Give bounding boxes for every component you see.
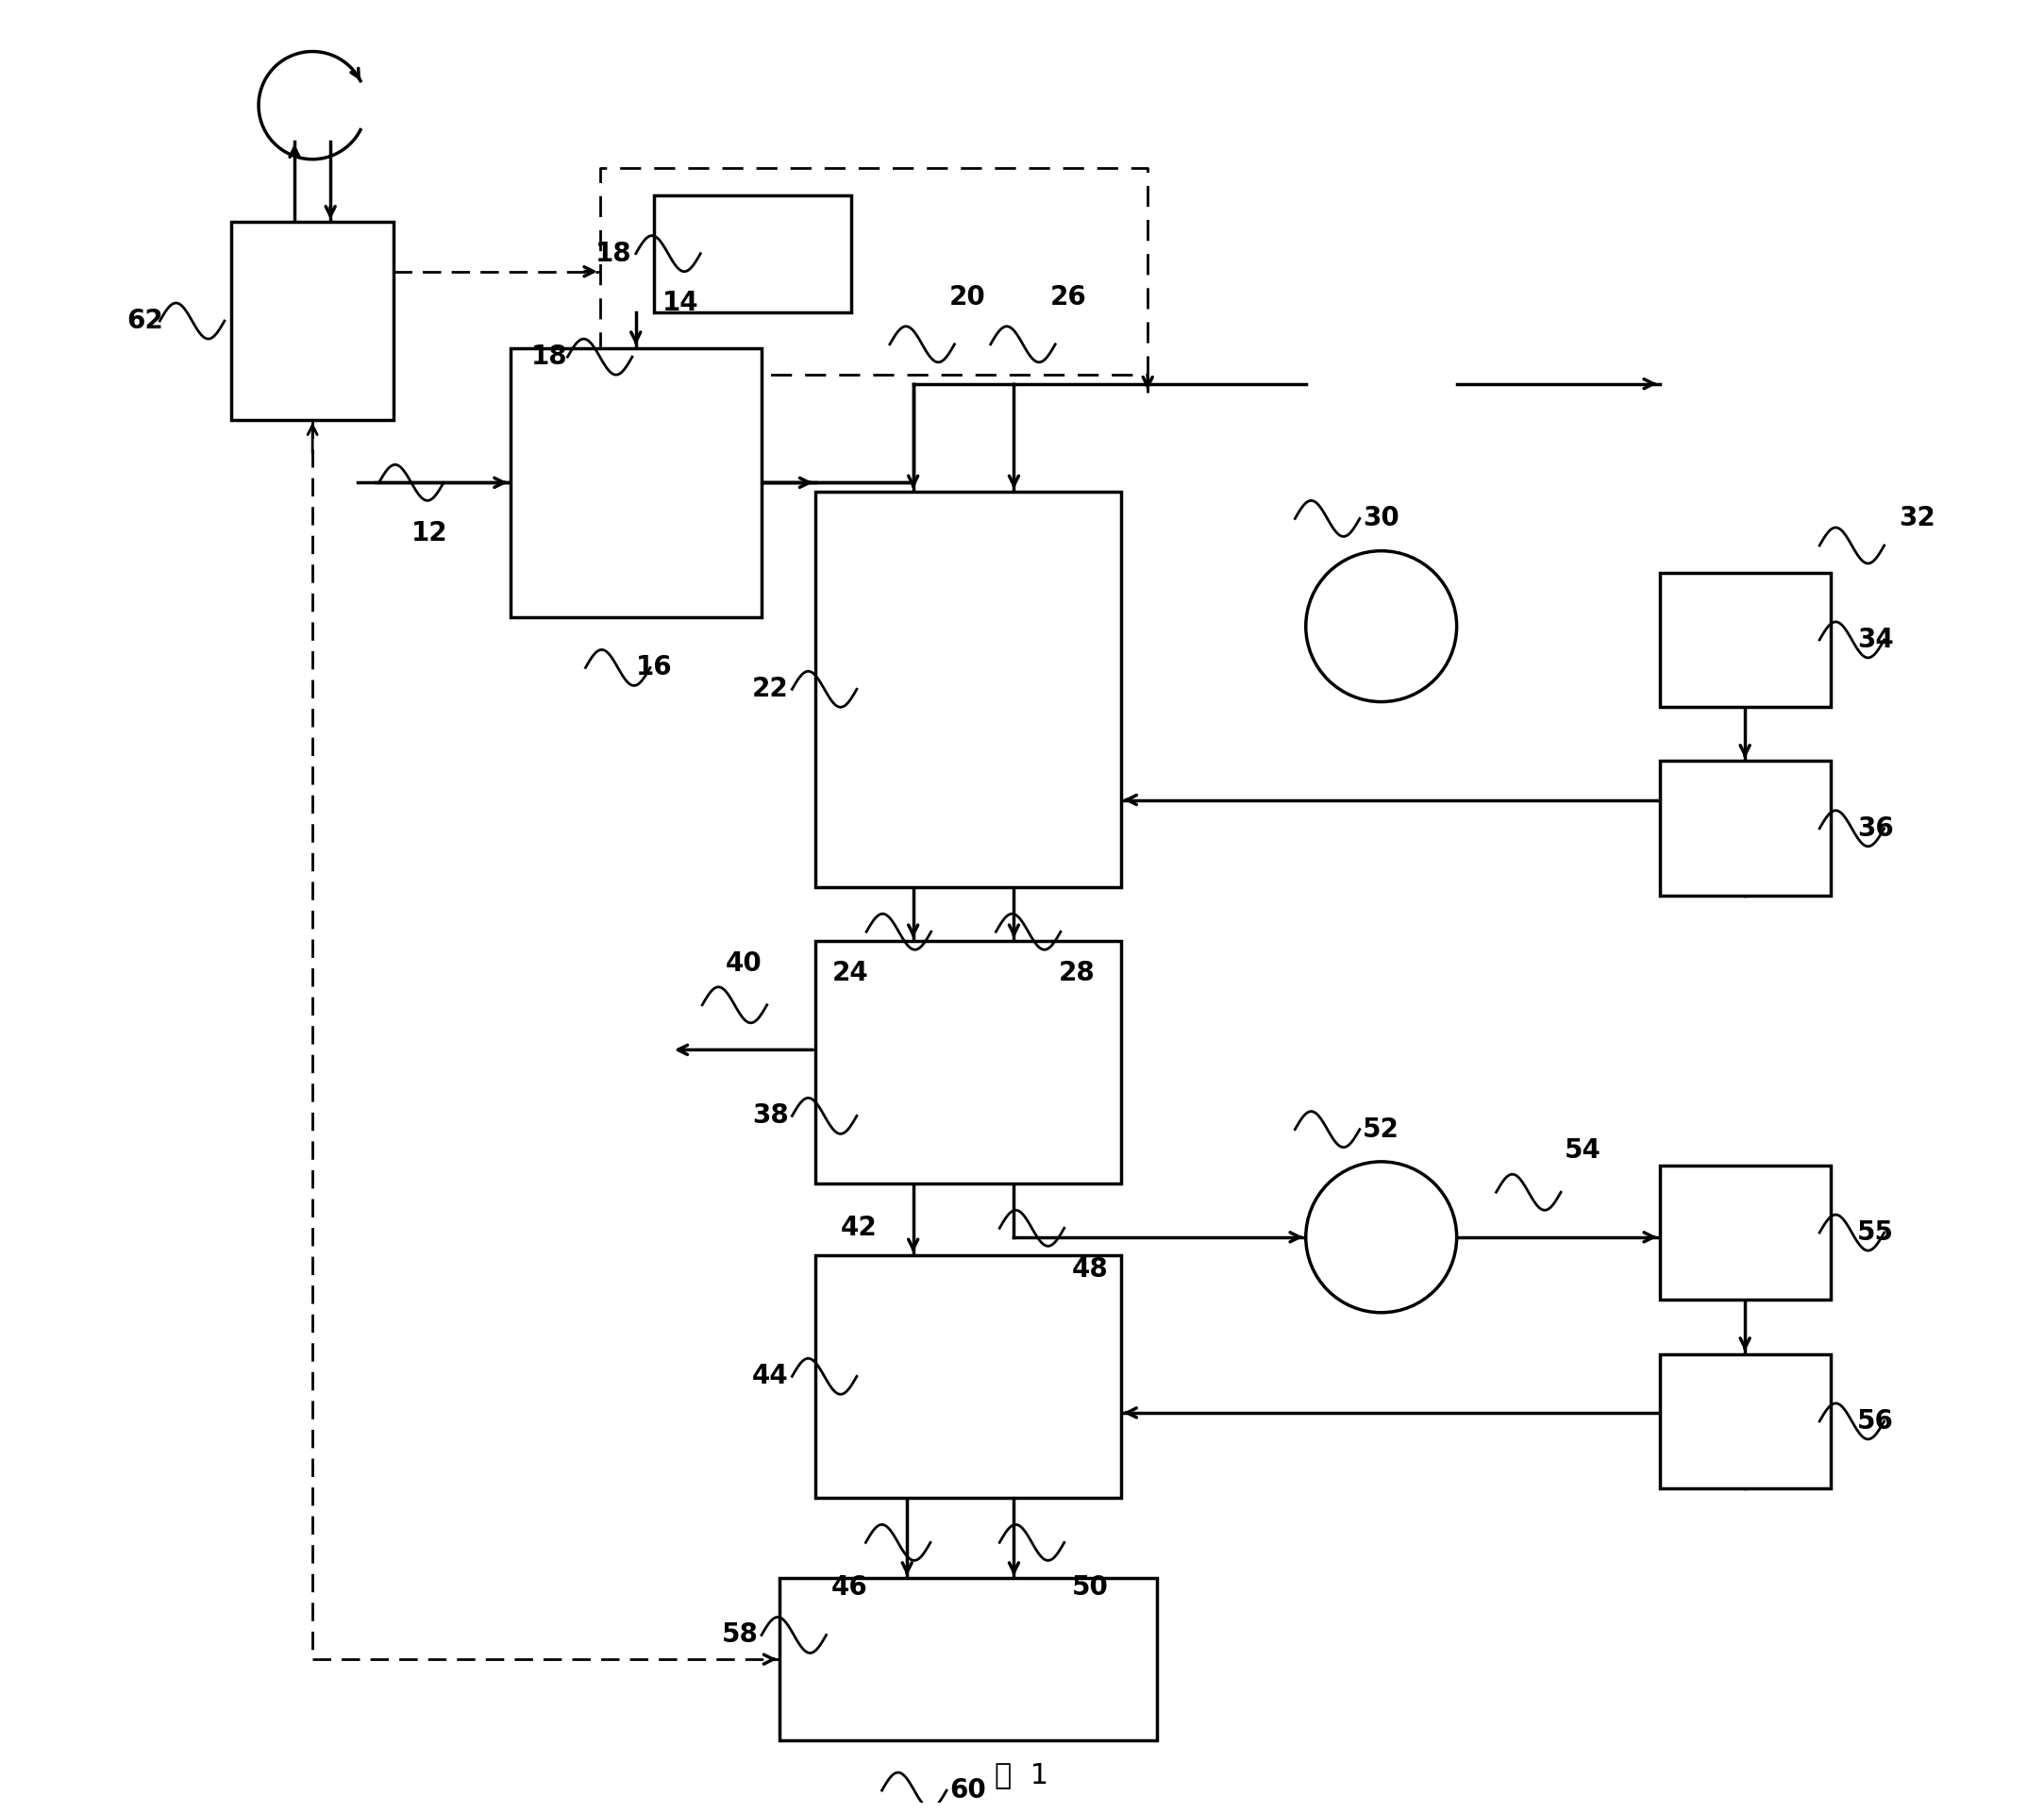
Text: 62: 62 <box>127 308 164 334</box>
Text: 60: 60 <box>950 1777 987 1804</box>
Bar <box>779 1579 1157 1740</box>
Text: 44: 44 <box>752 1363 789 1389</box>
Text: 52: 52 <box>1363 1117 1400 1142</box>
Text: 56: 56 <box>1858 1409 1895 1434</box>
Bar <box>1660 761 1829 896</box>
Text: 30: 30 <box>1363 506 1400 531</box>
Text: 20: 20 <box>948 285 985 310</box>
Text: 42: 42 <box>840 1215 877 1242</box>
Bar <box>511 348 762 618</box>
Text: 图  1: 图 1 <box>995 1760 1049 1789</box>
Bar <box>654 196 852 312</box>
Bar <box>1660 573 1829 707</box>
Text: 54: 54 <box>1564 1139 1600 1164</box>
Text: 18: 18 <box>531 344 568 370</box>
Text: 14: 14 <box>662 290 699 315</box>
Text: 28: 28 <box>1059 959 1096 986</box>
Circle shape <box>1306 551 1457 702</box>
Text: 24: 24 <box>832 959 869 986</box>
Text: 12: 12 <box>411 520 448 546</box>
Text: 32: 32 <box>1899 506 1936 531</box>
Bar <box>816 1255 1120 1498</box>
Text: 48: 48 <box>1071 1256 1108 1282</box>
Text: 22: 22 <box>752 676 789 702</box>
Text: 16: 16 <box>636 654 672 682</box>
Text: 34: 34 <box>1858 627 1895 653</box>
Text: 18: 18 <box>595 241 632 267</box>
Text: 38: 38 <box>752 1102 789 1129</box>
Text: 26: 26 <box>1051 285 1087 310</box>
Bar <box>231 223 392 421</box>
Text: 55: 55 <box>1858 1220 1895 1246</box>
Text: 40: 40 <box>726 950 762 977</box>
Text: 58: 58 <box>722 1623 758 1648</box>
Text: 50: 50 <box>1071 1574 1108 1601</box>
Bar <box>816 941 1120 1184</box>
Bar <box>816 491 1120 887</box>
Circle shape <box>1306 1162 1457 1313</box>
Text: 36: 36 <box>1858 816 1895 841</box>
Bar <box>1660 1354 1829 1488</box>
Text: 46: 46 <box>832 1574 867 1601</box>
Bar <box>1660 1166 1829 1300</box>
